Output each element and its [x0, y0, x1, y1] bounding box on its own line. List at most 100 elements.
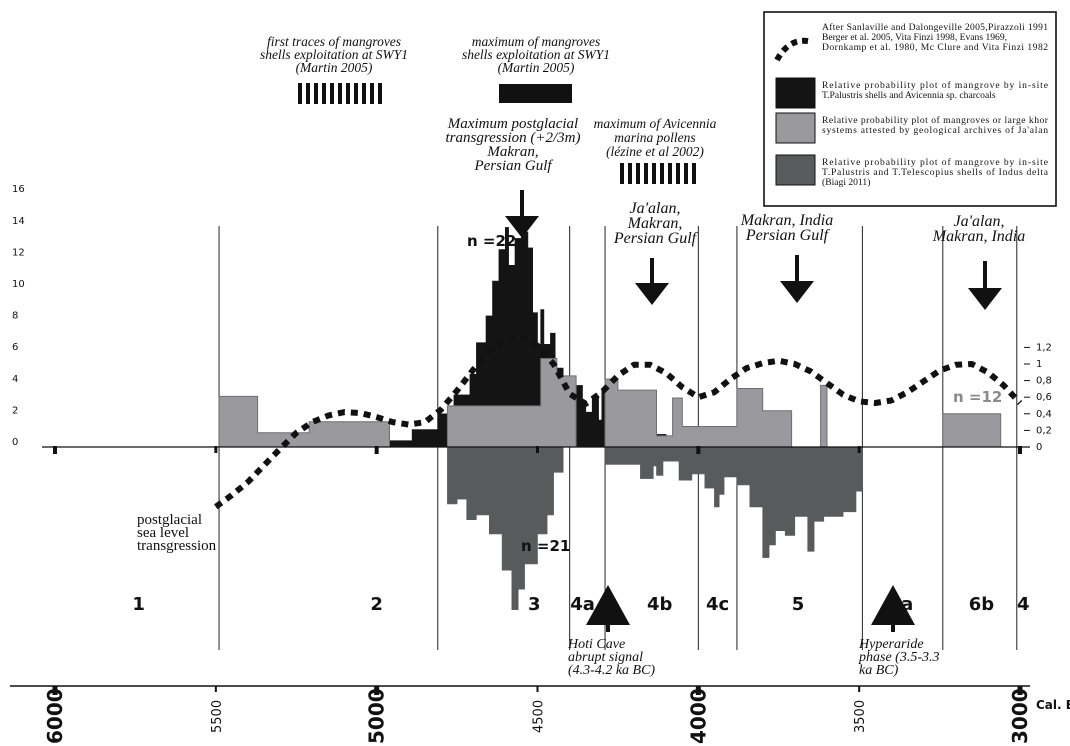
phase-label: 2: [370, 594, 383, 615]
hoti-cave-label-line: abrupt signal: [568, 650, 643, 665]
max-postglacial-label-line: Makran,: [486, 144, 538, 160]
x-tick-label: 4500: [532, 700, 547, 733]
makran-india-label-line: Makran, India: [740, 212, 833, 229]
y-right-tick-label: 1: [1036, 359, 1042, 370]
phase-label: 6b: [969, 594, 995, 615]
hatch-bar: [676, 163, 680, 184]
hyperaride-label-line: phase (3.5-3.3: [858, 650, 940, 665]
maximum-mangroves-label-line: shells exploitation at SWY1: [462, 47, 610, 62]
first-traces-label-line: (Martin 2005): [296, 60, 373, 75]
hoti-cave-arrow: [586, 585, 630, 632]
legend-text: T.Palustris shells and Avicennia sp. cha…: [822, 90, 996, 101]
hatch-bar: [644, 163, 648, 184]
period-markers: [298, 83, 1002, 632]
phase-label: 4a: [570, 594, 595, 615]
hatch-bar: [660, 163, 664, 184]
jaalan-label-1-line: Persian Gulf: [613, 230, 699, 247]
phase-label: 1: [132, 594, 145, 615]
x-minor-tick: [858, 686, 861, 692]
legend-swatch: [775, 154, 816, 186]
hatch-bar: [684, 163, 688, 184]
phase-label: 4b: [647, 594, 673, 615]
baseline-tick: [214, 446, 218, 453]
max-postglacial-label-line: Persian Gulf: [473, 158, 553, 174]
baseline-tick: [536, 446, 539, 453]
baseline-tick: [696, 446, 701, 454]
max-avicennia-label-line: maximum of Avicennia: [594, 116, 717, 131]
hatch-bar: [370, 83, 374, 104]
hatch-bar: [652, 163, 656, 184]
n22-label: n =22: [467, 232, 516, 250]
y-right-tick-label: 0,8: [1036, 376, 1052, 387]
jaalan-label-2-line: Makran, India: [932, 228, 1025, 245]
arrow-head: [586, 585, 630, 625]
jaalan-label-1-line: Ja'alan,: [630, 200, 681, 217]
y-left-tick-label: 8: [12, 311, 18, 322]
y-left-tick-label: 6: [12, 342, 18, 353]
maximum-mangroves-label-line: maximum of mangroves: [472, 34, 600, 49]
n21-label: n =21: [521, 537, 570, 555]
baseline-tick: [1018, 446, 1022, 454]
hoti-cave-label-line: Hoti Cave: [567, 637, 625, 652]
y-right-tick-label: 0,2: [1036, 425, 1052, 436]
y-right-tick-label: 0,6: [1036, 392, 1052, 403]
x-major-tick: [1017, 686, 1023, 695]
y-right-tick-label: 0,4: [1036, 409, 1052, 420]
hatch-bar: [338, 83, 342, 104]
y-left-tick-label: 10: [12, 279, 25, 290]
hatch-bar: [306, 83, 310, 104]
hoti-cave-label-line: (4.3-4.2 ka BC): [568, 663, 655, 678]
n12-label: n =12: [953, 388, 1002, 406]
axes: 6000 5000 4000 3000 5500 4500 3500 Cal. BC 0 2 4 6 8…: [10, 184, 1070, 744]
hatch-bar: [354, 83, 358, 104]
postglacial-label-line: postglacial: [137, 512, 202, 528]
max-avicennia-label-line: marina pollens: [614, 130, 695, 145]
hatch-bar: [620, 163, 624, 184]
legend-text: After Sanlaville and Dalongeville 2005,P…: [822, 22, 1048, 33]
y-right-tick-label: 1,2: [1036, 342, 1052, 353]
avicennia-marker: [620, 163, 696, 184]
legend-text: Relative probability plot of mangroves o…: [822, 115, 1049, 126]
jaalan-label-1-line: Makran,: [627, 215, 683, 232]
phase-label: 4c: [706, 594, 729, 615]
jaalan-label-1: Ja'alan,Makran,Persian Gulf: [613, 200, 699, 247]
x-major-tick: [52, 686, 58, 695]
x-tick-label: 6000: [43, 688, 67, 744]
legend-text: T.Palustris and T.Telescopius shells of …: [822, 167, 1049, 178]
first-traces-marker: [298, 83, 382, 104]
legend-swatch: [775, 77, 816, 109]
first-traces-label-line: shells exploitation at SWY1: [260, 47, 408, 62]
series-layer: [214, 227, 1023, 610]
postglacial-label-line: transgression: [137, 538, 217, 554]
legend-swatch: [775, 112, 816, 144]
hatch-bar: [378, 83, 382, 104]
legend: After Sanlaville and Dalongeville 2005,P…: [763, 11, 1057, 207]
jaalan-arrow-1: [635, 258, 669, 305]
maximum-mangroves-label-line: (Martin 2005): [498, 60, 575, 75]
y-left-tick-label: 0: [12, 437, 18, 448]
series-area-darkgray: [447, 446, 863, 610]
legend-text: Dornkamp et al. 1980, Mc Clure and Vita …: [822, 42, 1048, 53]
jaalan-label-2-line: Ja'alan,: [954, 213, 1005, 230]
x-tick-label: 5000: [365, 688, 389, 744]
legend-text: Relative probability plot of mangrove by…: [822, 157, 1048, 168]
x-tick-label: 3000: [1008, 688, 1032, 744]
x-minor-tick: [214, 686, 217, 692]
y-left-tick-label: 4: [12, 374, 18, 385]
baseline-tick: [374, 446, 379, 454]
max-postglacial-label-line: Maximum postglacial: [447, 116, 578, 132]
jaalan-label-2: Ja'alan,Makran, India: [932, 213, 1025, 245]
hatch-bar: [636, 163, 640, 184]
maximum-mangroves-marker: [499, 84, 572, 103]
phase-label: 6a: [889, 594, 914, 615]
phase-label: 3: [528, 594, 541, 615]
y-right-tick-label: 0: [1036, 442, 1042, 453]
series-area-lightgray: [215, 358, 1002, 448]
